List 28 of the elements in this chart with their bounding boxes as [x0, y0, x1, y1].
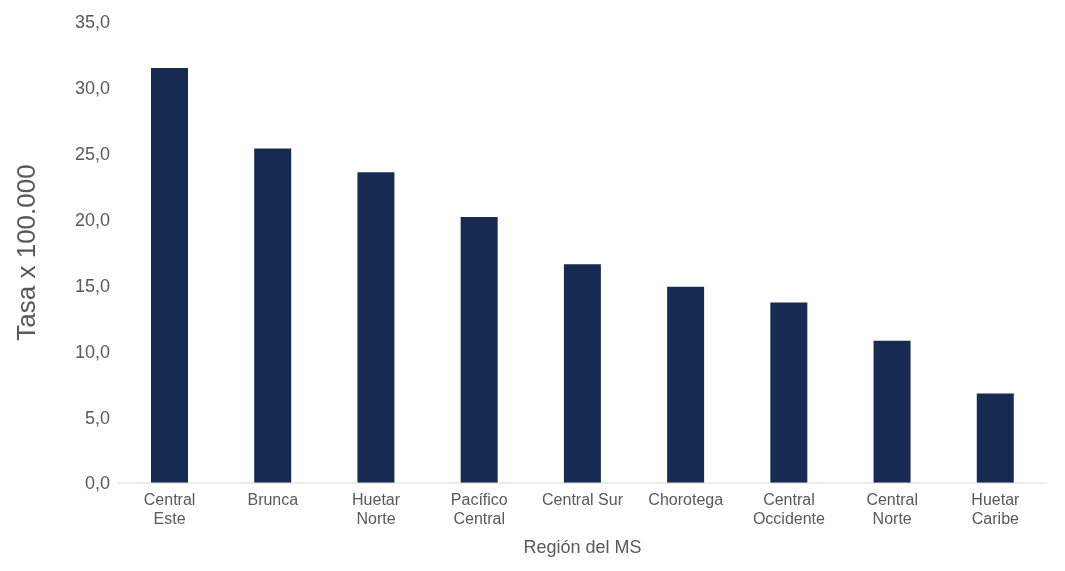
x-tick-label: Brunca [247, 491, 299, 508]
y-axis-title: Tasa x 100.000 [11, 164, 42, 341]
y-tick-label: 0,0 [84, 473, 110, 494]
x-tick-label: Central Occidente [752, 491, 826, 527]
bar [357, 172, 395, 483]
y-tick-label: 25,0 [74, 144, 110, 165]
bar [667, 286, 705, 483]
x-tick-label: Central Norte [866, 491, 918, 527]
x-tick-label: Central Este [143, 491, 196, 527]
x-tick-label: Huetar Caribe [971, 491, 1021, 527]
x-axis-title: Región del MS [523, 537, 642, 557]
bar [873, 340, 911, 483]
x-tick-label: Huetar Norte [352, 491, 401, 527]
bar [151, 68, 188, 483]
x-tick-label: Central Sur [542, 491, 624, 508]
bar [563, 264, 601, 483]
y-tick-label: 35,0 [74, 12, 110, 33]
bar [976, 393, 1014, 483]
x-tick-label: Pacífico Central [450, 491, 508, 527]
x-tick-label: Chorotega [648, 491, 724, 508]
y-tick-label: 20,0 [74, 209, 110, 230]
y-tick-label: 5,0 [84, 407, 110, 428]
y-tick-label: 30,0 [74, 78, 110, 99]
bar [770, 302, 808, 483]
bar [254, 148, 292, 483]
bar [460, 216, 498, 483]
y-tick-label: 10,0 [74, 341, 110, 362]
y-tick-label: 15,0 [74, 275, 110, 296]
